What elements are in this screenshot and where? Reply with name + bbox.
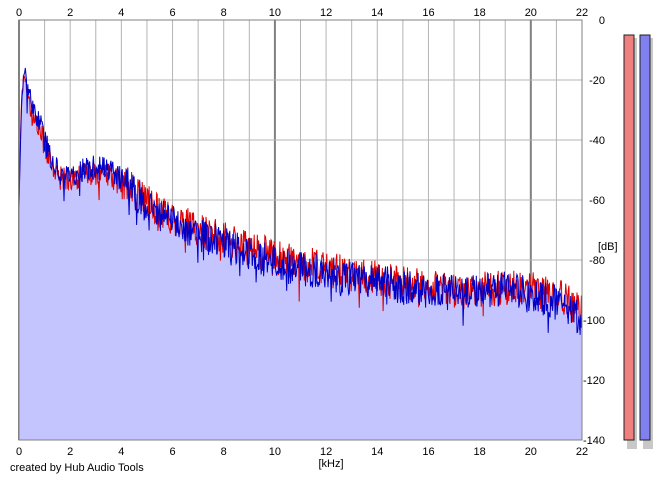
x-tick-label: 4 — [118, 446, 124, 458]
y-tick-label: -120 — [583, 375, 605, 387]
x-tick-label: 2 — [67, 446, 73, 458]
x-tick-label: 12 — [320, 7, 332, 19]
y-tick-label: -140 — [583, 435, 605, 447]
x-tick-label: 18 — [474, 7, 486, 19]
series-lines — [18, 67, 583, 335]
x-tick-label: 22 — [576, 446, 588, 458]
y-tick-label: -60 — [589, 195, 605, 207]
spectrum-fill — [19, 67, 582, 441]
x-tick-label: 4 — [118, 7, 124, 19]
x-tick-label: 14 — [371, 446, 383, 458]
spectrum-area — [19, 67, 582, 441]
x-tick-label: 10 — [269, 7, 281, 19]
x-tick-label: 16 — [422, 7, 434, 19]
level-meter-right — [639, 34, 651, 441]
x-tick-label: 6 — [169, 446, 175, 458]
x-tick-label: 12 — [320, 446, 332, 458]
x-axis-label: [kHz] — [318, 458, 343, 470]
y-tick-label: -100 — [583, 315, 605, 327]
y-tick-labels: 0 -20 -40 -60 -80 -100 -120 -140 — [583, 15, 605, 447]
x-tick-label: 16 — [422, 446, 434, 458]
y-tick-label: 0 — [599, 15, 605, 27]
x-tick-label: 0 — [16, 7, 22, 19]
x-tick-label: 18 — [474, 446, 486, 458]
x-tick-label: 20 — [525, 446, 537, 458]
y-tick-label: -80 — [589, 255, 605, 267]
y-axis-label: [dB] — [598, 241, 618, 253]
y-tick-label: -40 — [589, 135, 605, 147]
x-tick-label: 20 — [525, 7, 537, 19]
x-tick-label: 10 — [269, 446, 281, 458]
x-tick-label: 8 — [221, 7, 227, 19]
x-tick-label: 6 — [169, 7, 175, 19]
credit-text: created by Hub Audio Tools — [10, 462, 144, 474]
level-meter-left — [623, 34, 635, 441]
x-tick-label: 2 — [67, 7, 73, 19]
series-line-right — [18, 67, 583, 335]
x-tick-label: 22 — [576, 7, 588, 19]
x-tick-label: 14 — [371, 7, 383, 19]
y-tick-label: -20 — [589, 75, 605, 87]
plot-frame — [18, 19, 583, 441]
x-tick-labels-bottom: 0 2 4 6 8 10 12 14 16 18 20 22 — [16, 446, 588, 458]
x-tick-labels-top: 0 2 4 6 8 10 12 14 16 18 20 22 — [16, 7, 588, 19]
x-tick-label: 0 — [16, 446, 22, 458]
level-meters — [623, 34, 653, 449]
x-tick-label: 8 — [221, 446, 227, 458]
